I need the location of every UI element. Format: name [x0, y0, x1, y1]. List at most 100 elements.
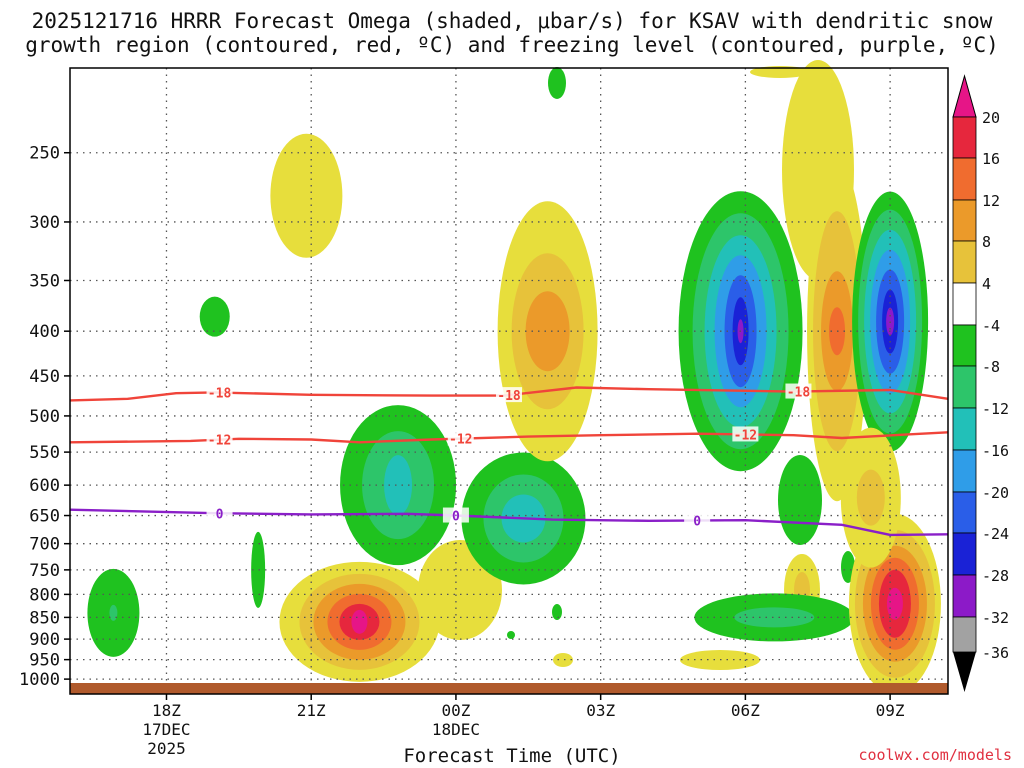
y-axis: 2503003504004505005506006507007508008509…: [19, 144, 70, 690]
omega-patch: [507, 631, 515, 639]
contour-label-bg: [206, 505, 233, 521]
omega-patch: [750, 66, 810, 78]
y-tick-label: 550: [29, 443, 60, 463]
colorbar-label: 12: [982, 192, 1000, 210]
colorbar-swatch: [952, 365, 977, 409]
omega-patch: [778, 455, 822, 545]
plot-border: [69, 67, 949, 695]
contour-label: -18: [497, 389, 521, 404]
colorbar-swatch: [952, 240, 977, 284]
colorbar-label: -32: [982, 609, 1009, 627]
x-tick-label: 03Z: [586, 701, 615, 720]
colorbar-label: -36: [982, 644, 1009, 662]
colorbar-swatch: [952, 116, 977, 159]
y-tick-label: 700: [29, 535, 60, 555]
y-tick-label: 300: [29, 213, 60, 233]
colorbar-label: 4: [982, 275, 991, 293]
y-tick-label: 450: [29, 367, 60, 387]
contour-label-bg: [684, 512, 711, 528]
x-tick-label: 00Z: [441, 701, 470, 720]
temperature-contours: -18 -18 -18 -12 -12 -12 0 0 0: [69, 383, 949, 537]
colorbar-swatch: [952, 449, 977, 493]
y-tick-label: 950: [29, 651, 60, 671]
colorbar-swatch: [952, 491, 977, 534]
source-credit: coolwx.com/models: [858, 746, 1012, 764]
y-tick-label: 350: [29, 271, 60, 291]
y-tick-label: 850: [29, 608, 60, 628]
omega-cell: [351, 609, 368, 634]
contour-label-bg: [496, 387, 522, 403]
ground-band: [70, 683, 948, 694]
omega-shading: [87, 60, 941, 694]
x-tick-label: 06Z: [731, 701, 760, 720]
colorbar-top-arrow: [952, 74, 977, 118]
colorbar-label: 16: [982, 150, 1000, 168]
colorbar-label: -16: [982, 442, 1009, 460]
contour-label-bg: [206, 431, 233, 447]
colorbar-bottom-arrow: [953, 652, 976, 692]
colorbar: 20 16 12 8 4 -4 -8 -12 -16 -20 -24 -28 -32 -36: [952, 74, 1009, 692]
contour-label: 0: [452, 510, 460, 525]
contour-label: 0: [693, 514, 701, 529]
omega-cell: [109, 604, 118, 621]
colorbar-label: -24: [982, 525, 1009, 543]
contour-label: -12: [734, 428, 757, 443]
colorbar-label: -28: [982, 567, 1009, 585]
contour-label: 0: [216, 507, 224, 522]
x-tick-label: 18Z: [152, 701, 181, 720]
colorbar-swatch: [952, 616, 977, 653]
chart-title-line-1: 2025121716 HRRR Forecast Omega (shaded, …: [31, 9, 993, 33]
x-tick-label: 18DEC: [432, 720, 480, 739]
omega-cell: [384, 455, 413, 516]
gridlines: [70, 68, 948, 694]
y-tick-label: 250: [29, 144, 60, 164]
colorbar-label: -12: [982, 400, 1009, 418]
ground-band-rect: [70, 683, 948, 694]
contour-label-bg: [442, 507, 469, 523]
colorbar-swatch: [952, 574, 977, 618]
y-tick-label: 400: [29, 322, 60, 342]
x-tick-label: 09Z: [876, 701, 905, 720]
plot-frame: [69, 67, 949, 695]
omega-cell: [734, 607, 815, 628]
omega-cell: [251, 531, 266, 608]
omega-cell: [270, 133, 343, 258]
y-tick-label: 500: [29, 407, 60, 427]
contour-label: -12: [208, 434, 231, 449]
colorbar-label: 8: [982, 233, 991, 251]
omega-patch: [553, 653, 573, 667]
chart-title-line-2: growth region (contoured, red, ºC) and f…: [25, 33, 999, 57]
omega-cell: [525, 291, 570, 372]
colorbar-swatch: [952, 199, 977, 242]
omega-patch: [548, 67, 566, 99]
contour-label: -18: [787, 386, 811, 401]
colorbar-label: 20: [982, 109, 1000, 127]
contour-label-bg: [206, 384, 233, 400]
omega-cell: [886, 587, 903, 620]
contour-label-bg: [732, 426, 759, 442]
colorbar-swatch: [952, 282, 977, 326]
contour-label-bg: [447, 430, 474, 446]
colorbar-label: -20: [982, 484, 1009, 502]
contour-label: -12: [449, 433, 472, 448]
omega-patch: [552, 604, 562, 620]
y-tick-label: 900: [29, 630, 60, 650]
x-tick-label: 21Z: [297, 701, 326, 720]
omega-cell: [199, 296, 230, 337]
colorbar-swatch: [952, 407, 977, 451]
y-tick-label: 600: [29, 476, 60, 496]
colorbar-swatch: [952, 532, 977, 576]
y-tick-label: 800: [29, 585, 60, 605]
contour-label-bg: [785, 383, 812, 399]
colorbar-label: -4: [982, 317, 1000, 335]
y-tick-label: 650: [29, 507, 60, 527]
colorbar-swatch: [952, 157, 977, 201]
colorbar-label: -8: [982, 358, 1000, 376]
x-axis-title: Forecast Time (UTC): [403, 745, 621, 767]
y-tick-label: 750: [29, 561, 60, 581]
omega-cell: [856, 469, 885, 526]
colorbar-swatch: [952, 324, 977, 367]
y-tick-label: 1000: [19, 670, 60, 690]
